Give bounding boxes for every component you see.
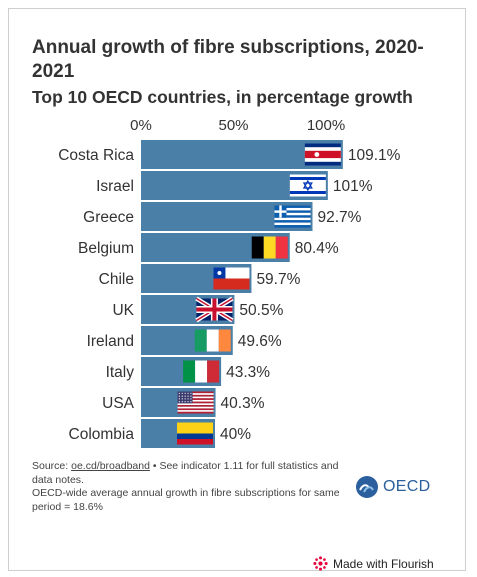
category-label: Italy [106,364,135,381]
bar-chart: 0% 50% 100% Costa Rica 109.1% Israel 101% Greec… [58,117,401,448]
data-label: 92.7% [317,209,361,226]
data-label: 80.4% [295,240,339,257]
category-label: Chile [99,271,134,288]
data-label: 40.3% [221,395,265,412]
category-label: UK [112,302,134,319]
category-label: Costa Rica [58,147,134,164]
oecd-logo-icon [356,476,378,498]
data-label: 101% [333,178,373,195]
source-link[interactable]: oe.cd/broadband [71,460,150,472]
chart-frame [8,8,466,571]
footer-note: OECD-wide average annual growth in fibre… [32,487,340,513]
category-label: Colombia [69,426,135,443]
costa-rica-flag-icon [304,143,341,166]
italy-flag-icon [183,360,220,383]
x-tick-label: 50% [218,117,248,134]
chart-footer: Source: oe.cd/broadband • See indicator … [32,460,352,514]
data-label: 43.3% [226,364,270,381]
usa-flag-icon [177,391,214,414]
ireland-flag-icon [194,329,231,352]
made-with-flourish-label: Made with Flourish [333,556,434,571]
oecd-logo-text: OECD [383,478,431,495]
category-label: Ireland [87,333,134,350]
data-label: 49.6% [238,333,282,350]
category-label: Israel [96,178,134,195]
source-suffix: • See indicator 1.11 for full statistics… [32,460,339,486]
chart-title: Annual growth of fibre subscriptions, 20… [32,37,424,82]
category-label: Greece [83,209,134,226]
uk-flag-icon [195,296,234,323]
data-label: 109.1% [348,147,401,164]
category-label: USA [102,395,135,412]
x-tick-label: 100% [307,117,345,134]
greece-flag-icon [274,205,311,228]
colombia-flag-icon [177,422,213,445]
flourish-icon [313,556,328,571]
data-label: 40% [220,426,251,443]
made-with-flourish[interactable]: Made with Flourish [313,556,434,571]
category-label: Belgium [78,240,134,257]
data-label: 59.7% [256,271,300,288]
data-label: 50.5% [239,302,283,319]
source-prefix: Source: [32,460,72,472]
belgium-flag-icon [251,236,288,259]
x-tick-label: 0% [130,117,152,134]
chile-flag-icon [213,267,250,290]
israel-flag-icon [289,174,326,197]
oecd-logo[interactable]: OECD [355,475,430,499]
chart-subtitle: Top 10 OECD countries, in percentage gro… [32,87,413,107]
